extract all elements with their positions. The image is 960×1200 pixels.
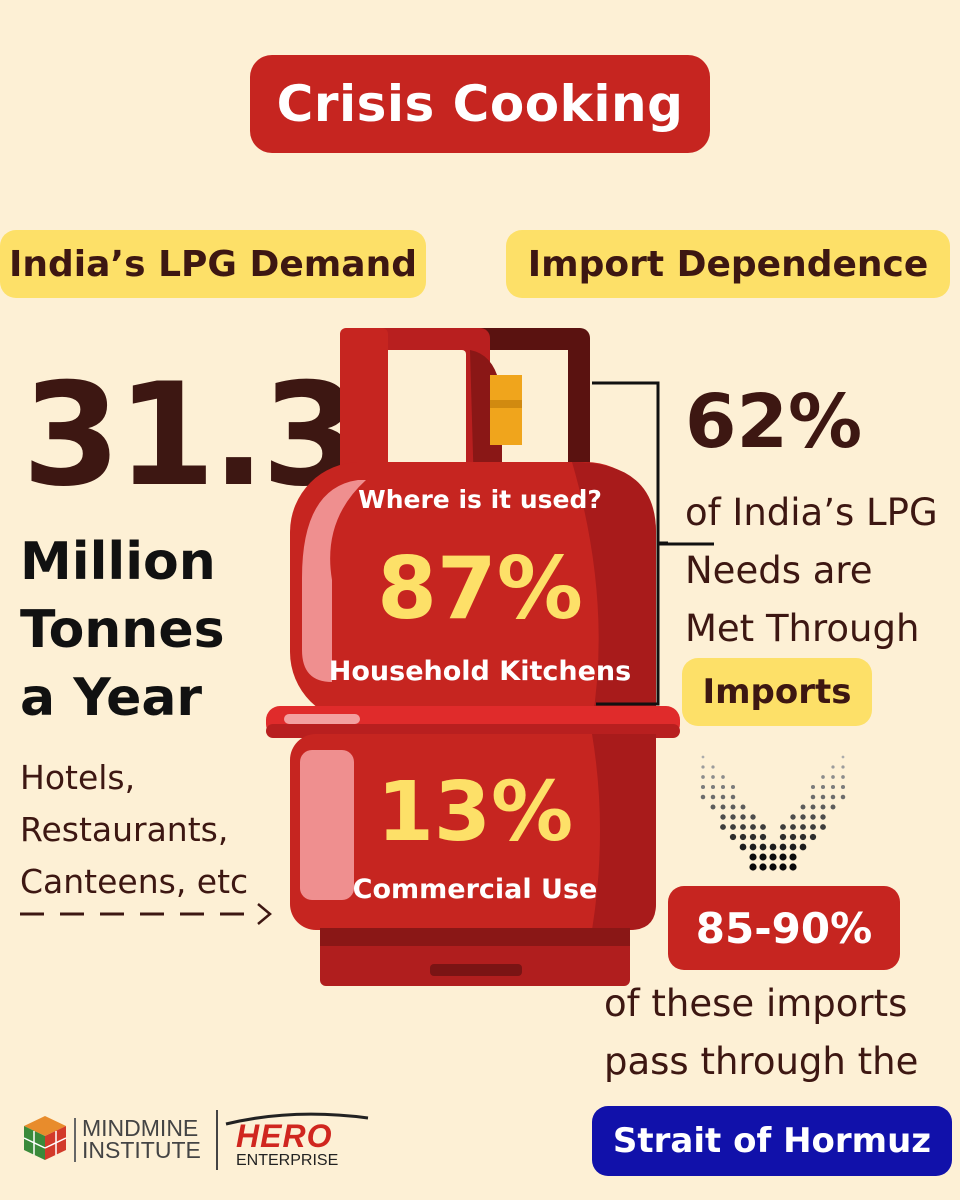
import-description: of India’s LPG Needs are Met Through (685, 484, 938, 658)
demand-unit-line1: Million (20, 532, 216, 592)
hormuz-description: of these imports pass through the (604, 975, 918, 1091)
import-percent: 62% (685, 379, 863, 465)
import-dependence-label: Import Dependence (506, 230, 950, 298)
cylinder-question: Where is it used? (358, 485, 602, 514)
commercial-example-3: Canteens, etc (20, 862, 249, 901)
mindmine-line1: MINDMINE (82, 1115, 199, 1141)
mindmine-cube-logo (23, 1116, 67, 1160)
logo-divider (74, 1118, 76, 1162)
halftone-chevron-icon (700, 755, 846, 871)
mindmine-logo-text: MINDMINE INSTITUTE (82, 1115, 201, 1163)
demand-unit-line2: Tonnes (20, 600, 225, 660)
household-percent: 87% (377, 539, 583, 639)
strait-of-hormuz-badge: Strait of Hormuz (592, 1106, 952, 1176)
commercial-example-2: Restaurants, (20, 810, 229, 849)
import-desc-line1: of India’s LPG (685, 491, 938, 534)
lpg-demand-label: India’s LPG Demand (0, 230, 426, 298)
imports-badge: Imports (682, 658, 872, 726)
commercial-label: Commercial Use (352, 874, 598, 905)
hormuz-desc-line1: of these imports (604, 982, 908, 1025)
import-desc-line3: Met Through (685, 607, 920, 650)
import-desc-line2: Needs are (685, 549, 873, 592)
commercial-percent: 13% (376, 765, 574, 860)
hormuz-percent: 85-90% (668, 886, 900, 970)
household-label: Household Kitchens (328, 656, 632, 687)
dashed-arrow-icon (20, 903, 272, 925)
connector-line (658, 542, 714, 546)
commercial-example-1: Hotels, (20, 758, 136, 797)
demand-unit-line3: a Year (20, 668, 203, 728)
hero-enterprise-text: ENTERPRISE (236, 1152, 339, 1169)
hormuz-desc-line2: pass through the (604, 1040, 919, 1083)
logos-separator (216, 1110, 218, 1170)
mindmine-line2: INSTITUTE (82, 1137, 201, 1163)
demand-value: 31.3 (22, 353, 360, 518)
commercial-examples: Hotels, Restaurants, Canteens, etc (20, 752, 248, 908)
demand-unit: Million Tonnes a Year (20, 528, 225, 732)
hero-logo-text: HERO (236, 1118, 333, 1154)
lpg-cylinder-illustration (266, 328, 680, 986)
page-title: Crisis Cooking (250, 55, 710, 153)
hero-swoosh-icon (225, 1112, 369, 1126)
